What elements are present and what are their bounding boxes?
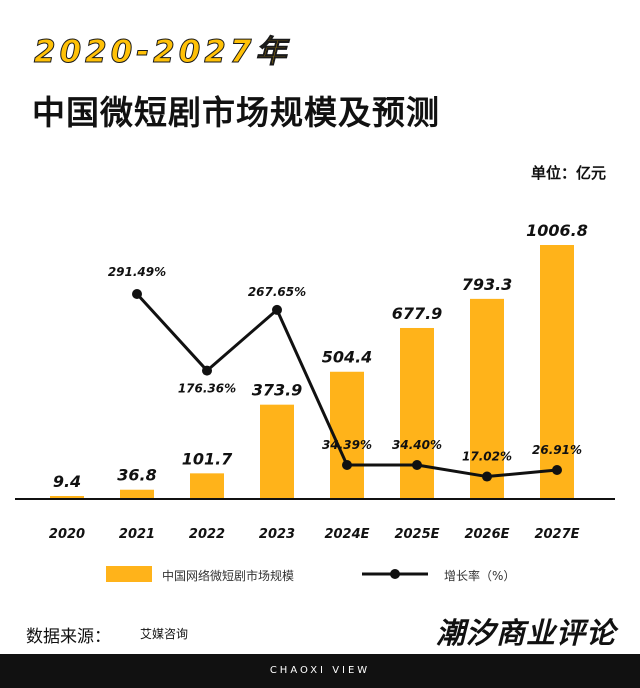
growth-point-2025E xyxy=(412,459,422,470)
growth-label-2027E: 26.91% xyxy=(532,443,582,457)
growth-point-2022 xyxy=(202,365,212,376)
growth-point-2026E xyxy=(482,471,492,482)
x-tick-label-2024E: 2024E xyxy=(324,527,369,542)
x-tick-label-2022: 2022 xyxy=(189,527,225,542)
source-label: 数据来源： xyxy=(26,627,111,647)
x-tick-label-2026E: 2026E xyxy=(464,527,509,542)
x-tick-label-2025E: 2025E xyxy=(394,527,439,542)
bar-2025E xyxy=(400,327,434,499)
growth-label-2022: 176.36% xyxy=(178,382,236,396)
growth-label-2024E: 34.39% xyxy=(322,438,372,452)
bar-value-label-2026E: 793.3 xyxy=(462,275,513,294)
bar-2022 xyxy=(190,473,224,499)
bar-value-label-2023: 373.9 xyxy=(252,381,303,400)
legend-bar-swatch xyxy=(106,566,152,582)
growth-label-2021: 291.49% xyxy=(108,265,166,279)
bar-2024E xyxy=(330,371,364,499)
growth-point-2023 xyxy=(272,304,282,315)
x-tick-label-2023: 2023 xyxy=(259,527,295,542)
bar-line-chart: 9.4 2020 36.8 2021 101.7 2022 373.9 2023 504.4 20… xyxy=(15,221,615,542)
bar-2021 xyxy=(120,489,154,499)
x-tick-label-2027E: 2027E xyxy=(534,527,579,542)
bar-value-label-2025E: 677.9 xyxy=(392,304,443,323)
bar-2026E xyxy=(470,298,504,499)
x-tick-label-2020: 2020 xyxy=(49,527,85,542)
bar-2027E xyxy=(540,245,574,499)
growth-point-2021 xyxy=(132,289,142,299)
bar-2020 xyxy=(50,496,84,499)
x-tick-label-2021: 2021 xyxy=(119,527,155,542)
bar-value-label-2020: 9.4 xyxy=(53,472,81,491)
footer-bar: CHAOXI VIEW xyxy=(0,654,640,688)
bar-2023 xyxy=(260,404,294,499)
bar-value-label-2027E: 1006.8 xyxy=(526,221,588,240)
growth-point-2024E xyxy=(342,460,352,470)
title-year: 2020-2027年 xyxy=(33,34,291,71)
bar-value-label-2024E: 504.4 xyxy=(322,348,373,367)
growth-label-2023: 267.65% xyxy=(248,285,306,299)
legend-line-swatch xyxy=(362,569,428,579)
source-value: 艾媒咨询 xyxy=(140,627,189,641)
growth-point-2027E xyxy=(552,464,562,475)
bar-value-label-2022: 101.7 xyxy=(182,449,233,468)
growth-label-2025E: 34.40% xyxy=(392,438,442,452)
growth-label-2026E: 17.02% xyxy=(462,450,512,464)
brand-logo-text: 潮汐商业评论 xyxy=(435,616,616,650)
legend-bar-label: 中国网络微短剧市场规模 xyxy=(162,569,295,583)
legend-line-label: 增长率（%） xyxy=(444,569,516,583)
page-title: 中国微短剧市场规模及预测 xyxy=(32,93,440,132)
unit-label: 单位：亿元 xyxy=(530,164,606,182)
bar-value-label-2021: 36.8 xyxy=(117,466,156,485)
